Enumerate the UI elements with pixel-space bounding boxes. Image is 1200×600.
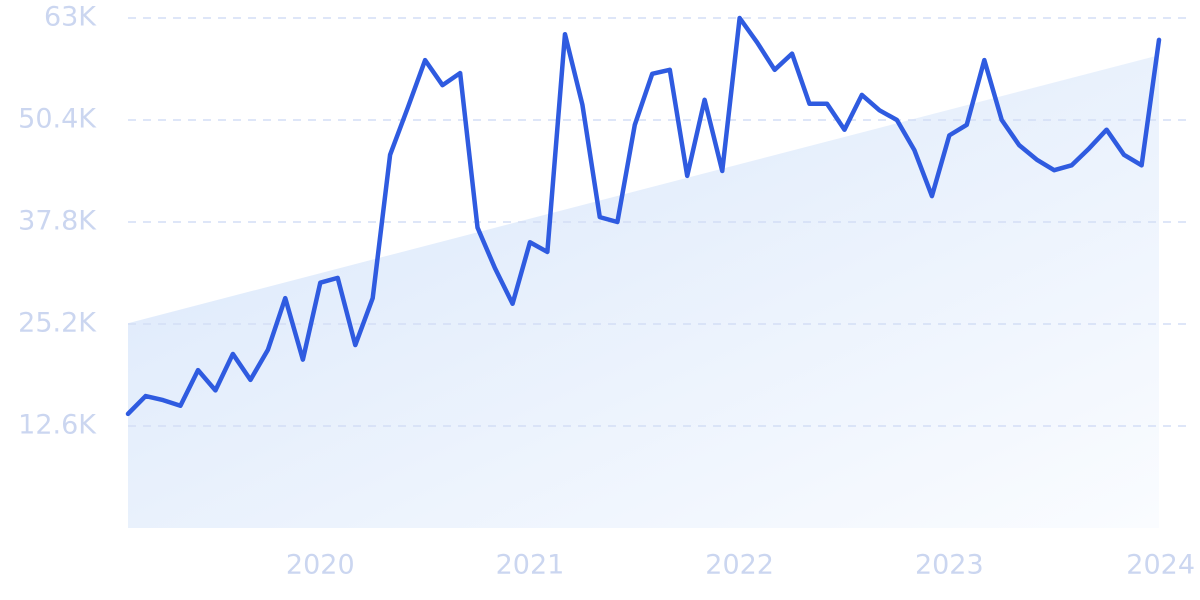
- y-tick-label: 50.4K: [18, 104, 97, 135]
- line: [125, 15, 1162, 417]
- y-tick-label: 12.6K: [18, 410, 97, 441]
- trend-area: [128, 55, 1159, 528]
- x-tick-label: 2020: [286, 550, 355, 581]
- x-tick-label: 2022: [705, 550, 774, 581]
- y-tick-label: 37.8K: [18, 206, 97, 237]
- y-tick-label: 25.2K: [18, 308, 97, 339]
- x-tick-label: 2023: [915, 550, 984, 581]
- x-tick-label: 2021: [496, 550, 565, 581]
- y-tick-label: 63K: [44, 2, 97, 33]
- x-tick-label: 2024: [1126, 550, 1195, 581]
